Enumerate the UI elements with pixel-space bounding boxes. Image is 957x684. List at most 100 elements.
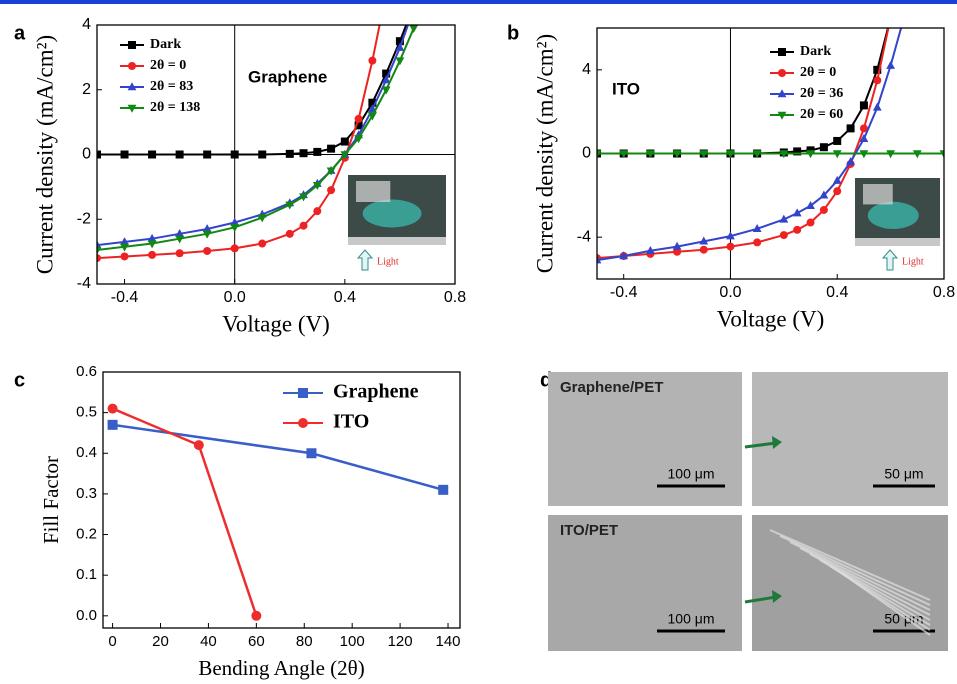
marker	[368, 98, 377, 107]
marker	[97, 150, 101, 159]
marker	[175, 249, 184, 258]
marker	[299, 221, 308, 230]
marker	[779, 214, 789, 223]
marker	[354, 135, 364, 144]
marker	[285, 149, 294, 158]
y-tick-label: 0	[82, 146, 91, 163]
marker	[97, 240, 102, 249]
legend-marker	[778, 69, 786, 77]
marker	[120, 237, 129, 246]
y-axis-label: Current density (mA/cm²)	[532, 34, 557, 273]
legend-label: 2θ = 83	[150, 79, 193, 94]
marker	[230, 150, 239, 159]
marker	[699, 245, 708, 254]
marker	[148, 250, 157, 259]
marker	[438, 484, 449, 495]
marker	[285, 229, 294, 238]
plot-frame	[596, 27, 945, 280]
marker	[326, 167, 336, 176]
legend-marker	[298, 388, 308, 398]
marker	[645, 245, 655, 254]
x-axis-label: Voltage (V)	[717, 306, 825, 331]
marker	[672, 150, 682, 159]
scale-bar-label: 100 μm	[668, 466, 715, 482]
series-line	[597, 28, 890, 260]
inset-detail	[362, 199, 422, 228]
marker	[340, 151, 350, 160]
panel-letter: c	[14, 369, 25, 391]
marker	[395, 42, 405, 51]
y-tick-label: -4	[77, 275, 91, 292]
marker	[859, 134, 869, 143]
marker	[251, 610, 262, 621]
marker	[257, 214, 267, 223]
marker	[327, 186, 336, 195]
marker	[381, 86, 391, 95]
y-tick-label: 0.0	[76, 607, 97, 624]
x-tick-label: 0.4	[826, 284, 848, 301]
marker	[230, 224, 240, 233]
scratch	[789, 541, 931, 611]
plot-frame	[96, 24, 456, 285]
legend-label: 2θ = 36	[800, 86, 843, 101]
marker	[354, 121, 363, 130]
marker	[846, 124, 855, 133]
marker	[258, 239, 267, 248]
marker	[779, 231, 788, 240]
scale-bar-label: 50 μm	[884, 466, 923, 482]
y-tick-label: 2	[82, 81, 91, 98]
panel-letter: a	[14, 22, 26, 44]
marker	[230, 244, 239, 253]
marker	[819, 205, 828, 214]
marker	[368, 56, 377, 65]
arrow-shaft	[744, 595, 777, 604]
marker	[833, 187, 842, 196]
marker	[230, 217, 240, 226]
legend-label: Dark	[800, 44, 831, 59]
x-tick-label: -0.4	[111, 289, 139, 306]
x-tick-label: -0.4	[610, 284, 638, 301]
marker	[147, 240, 157, 249]
plot-area	[597, 28, 944, 264]
marker	[792, 208, 802, 217]
marker	[832, 175, 842, 184]
light-arrow	[356, 249, 374, 271]
marker	[313, 147, 322, 156]
marker	[859, 124, 868, 133]
y-tick-label: 0	[582, 145, 591, 162]
marker	[299, 149, 308, 158]
inset-label: Light	[377, 256, 399, 267]
marker	[673, 247, 682, 256]
inset-label: Light	[902, 256, 924, 267]
plot-frame	[102, 371, 461, 629]
marker	[299, 193, 308, 202]
marker	[306, 448, 317, 459]
inset-strip	[348, 237, 446, 245]
marker	[97, 246, 102, 255]
marker	[832, 150, 842, 159]
marker	[806, 200, 815, 209]
marker	[312, 182, 322, 191]
marker	[859, 101, 868, 110]
marker	[793, 147, 802, 156]
x-axis-label: Bending Angle (2θ)	[198, 656, 364, 680]
marker	[203, 150, 212, 159]
annotation: Graphene	[248, 67, 327, 86]
x-tick-label: 120	[388, 633, 413, 650]
legend-marker	[778, 48, 786, 56]
marker	[120, 252, 129, 261]
marker	[107, 403, 118, 414]
marker	[193, 440, 204, 451]
legend-label: ITO	[333, 411, 369, 433]
legend-label: 2θ = 138	[150, 100, 200, 115]
marker	[619, 150, 629, 159]
marker	[833, 136, 842, 145]
inset-detail	[356, 181, 391, 202]
sample-label: ITO/PET	[560, 522, 618, 539]
marker	[340, 137, 349, 146]
marker	[175, 229, 185, 238]
micrograph	[752, 372, 948, 506]
marker	[409, 25, 419, 34]
marker	[120, 243, 129, 252]
plot-area	[107, 403, 449, 621]
